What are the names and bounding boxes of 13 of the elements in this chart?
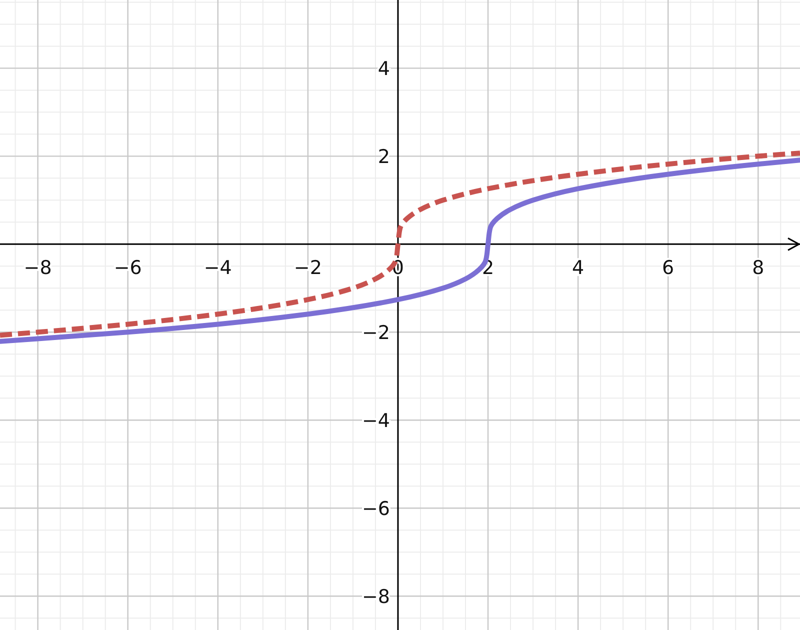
- y-tick-label: −2: [362, 322, 390, 344]
- y-tick-label: −8: [362, 586, 390, 608]
- x-tick-label: −2: [294, 257, 322, 280]
- x-tick-label: −4: [204, 257, 232, 280]
- y-tick-label: −4: [362, 410, 390, 432]
- y-tick-label: 4: [378, 58, 390, 80]
- x-tick-label: 8: [752, 257, 764, 280]
- y-tick-label: 2: [378, 146, 390, 168]
- x-tick-label: 6: [662, 257, 674, 280]
- y-tick-label: −6: [362, 498, 390, 520]
- x-tick-label: −6: [114, 257, 142, 280]
- x-tick-label: −8: [24, 257, 52, 280]
- x-tick-label: 4: [572, 257, 584, 280]
